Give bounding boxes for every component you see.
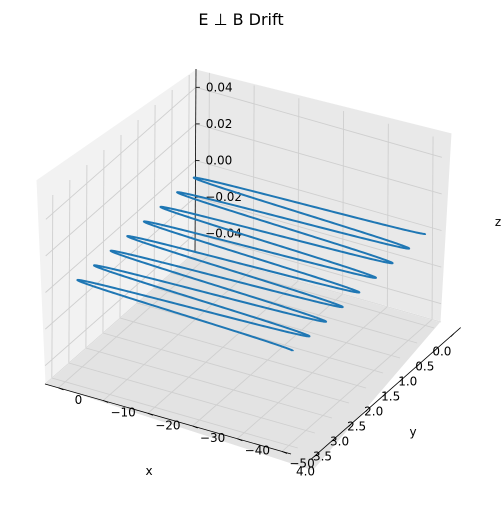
z-axis-label: z [495, 215, 501, 229]
x-tick-label: 2.5 [347, 420, 366, 434]
chart-title: E ⊥ B Drift [198, 10, 283, 29]
y-tick-label: −50 [289, 456, 314, 470]
z-tick-label: 0.00 [206, 154, 233, 168]
y-tick-label: −40 [245, 444, 270, 458]
x-tick-label: 1.5 [381, 390, 400, 404]
x-tick-label: 0.5 [415, 360, 434, 374]
z-tick-label: 0.04 [206, 80, 233, 94]
y-tick-label: −10 [110, 406, 135, 420]
x-tick-label: 3.5 [313, 450, 332, 464]
y-axis-label: y [409, 425, 416, 439]
y-tick-label: −30 [200, 431, 225, 445]
x-axis-label: x [145, 464, 152, 478]
y-tick-label: 0 [75, 393, 83, 407]
z-tick-label: 0.02 [206, 117, 233, 131]
x-tick-label: 1.0 [398, 375, 417, 389]
x-tick-label: 3.0 [330, 435, 349, 449]
y-tick-label: −20 [155, 418, 180, 432]
x-tick [451, 334, 454, 337]
x-tick-label: 2.0 [364, 405, 383, 419]
x-tick-label: 0.0 [432, 345, 451, 359]
